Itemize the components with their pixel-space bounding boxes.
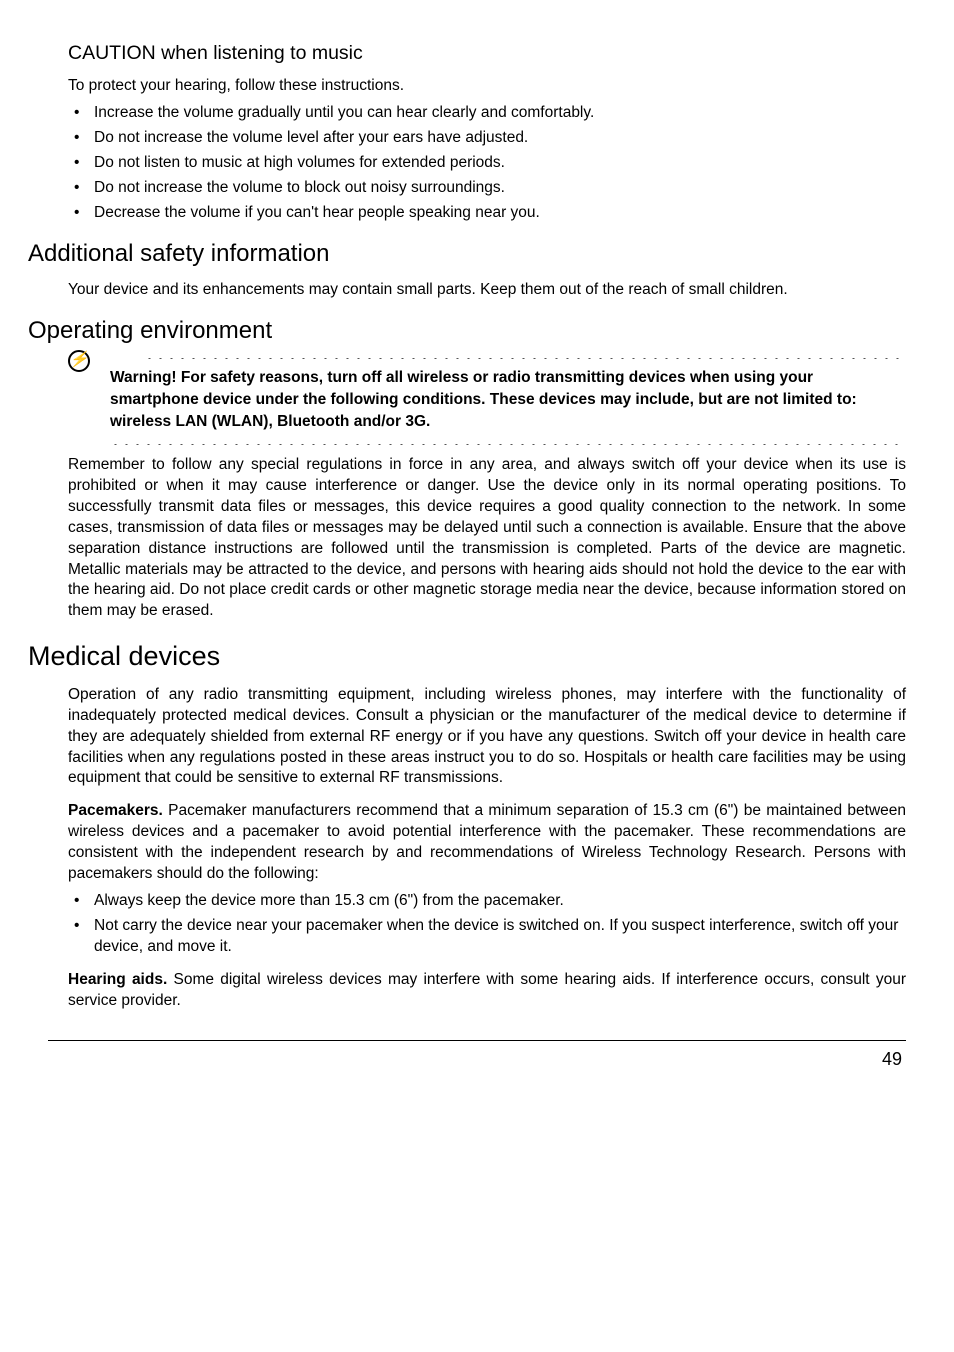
dotted-divider: [144, 358, 906, 359]
caution-bullet: Do not increase the volume to block out …: [68, 178, 906, 199]
footer-rule: [48, 1040, 906, 1041]
pacemakers-paragraph: Pacemakers. Pacemaker manufacturers reco…: [68, 801, 906, 885]
pacemaker-bullet: Always keep the device more than 15.3 cm…: [68, 891, 906, 912]
warning-text: Warning! For safety reasons, turn off al…: [110, 367, 906, 434]
hearing-aids-paragraph: Hearing aids. Some digital wireless devi…: [68, 970, 906, 1012]
heading-medical-devices: Medical devices: [28, 638, 906, 674]
operating-body: Remember to follow any special regulatio…: [68, 455, 906, 622]
additional-safety-body: Your device and its enhancements may con…: [68, 280, 906, 301]
warning-callout: ⚡ Warning! For safety reasons, turn off …: [68, 358, 906, 445]
pacemaker-bullet-list: Always keep the device more than 15.3 cm…: [68, 891, 906, 958]
caution-intro: To protect your hearing, follow these in…: [68, 76, 906, 97]
caution-bullet: Increase the volume gradually until you …: [68, 103, 906, 124]
caution-bullet: Decrease the volume if you can't hear pe…: [68, 203, 906, 224]
medical-body: Operation of any radio transmitting equi…: [68, 685, 906, 790]
heading-additional-safety: Additional safety information: [28, 238, 906, 270]
heading-operating-environment: Operating environment: [28, 315, 906, 347]
heading-caution: CAUTION when listening to music: [68, 40, 906, 66]
dotted-divider: [110, 444, 906, 445]
caution-bullet: Do not increase the volume level after y…: [68, 128, 906, 149]
caution-bullet: Do not listen to music at high volumes f…: [68, 153, 906, 174]
pacemakers-body: Pacemaker manufacturers recommend that a…: [68, 802, 906, 882]
warning-icon: ⚡: [68, 350, 90, 372]
hearing-aids-label: Hearing aids.: [68, 971, 167, 988]
pacemaker-bullet: Not carry the device near your pacemaker…: [68, 916, 906, 958]
pacemakers-label: Pacemakers.: [68, 802, 163, 819]
page-number: 49: [48, 1047, 906, 1081]
caution-bullet-list: Increase the volume gradually until you …: [68, 103, 906, 224]
hearing-aids-body: Some digital wireless devices may interf…: [68, 971, 906, 1009]
